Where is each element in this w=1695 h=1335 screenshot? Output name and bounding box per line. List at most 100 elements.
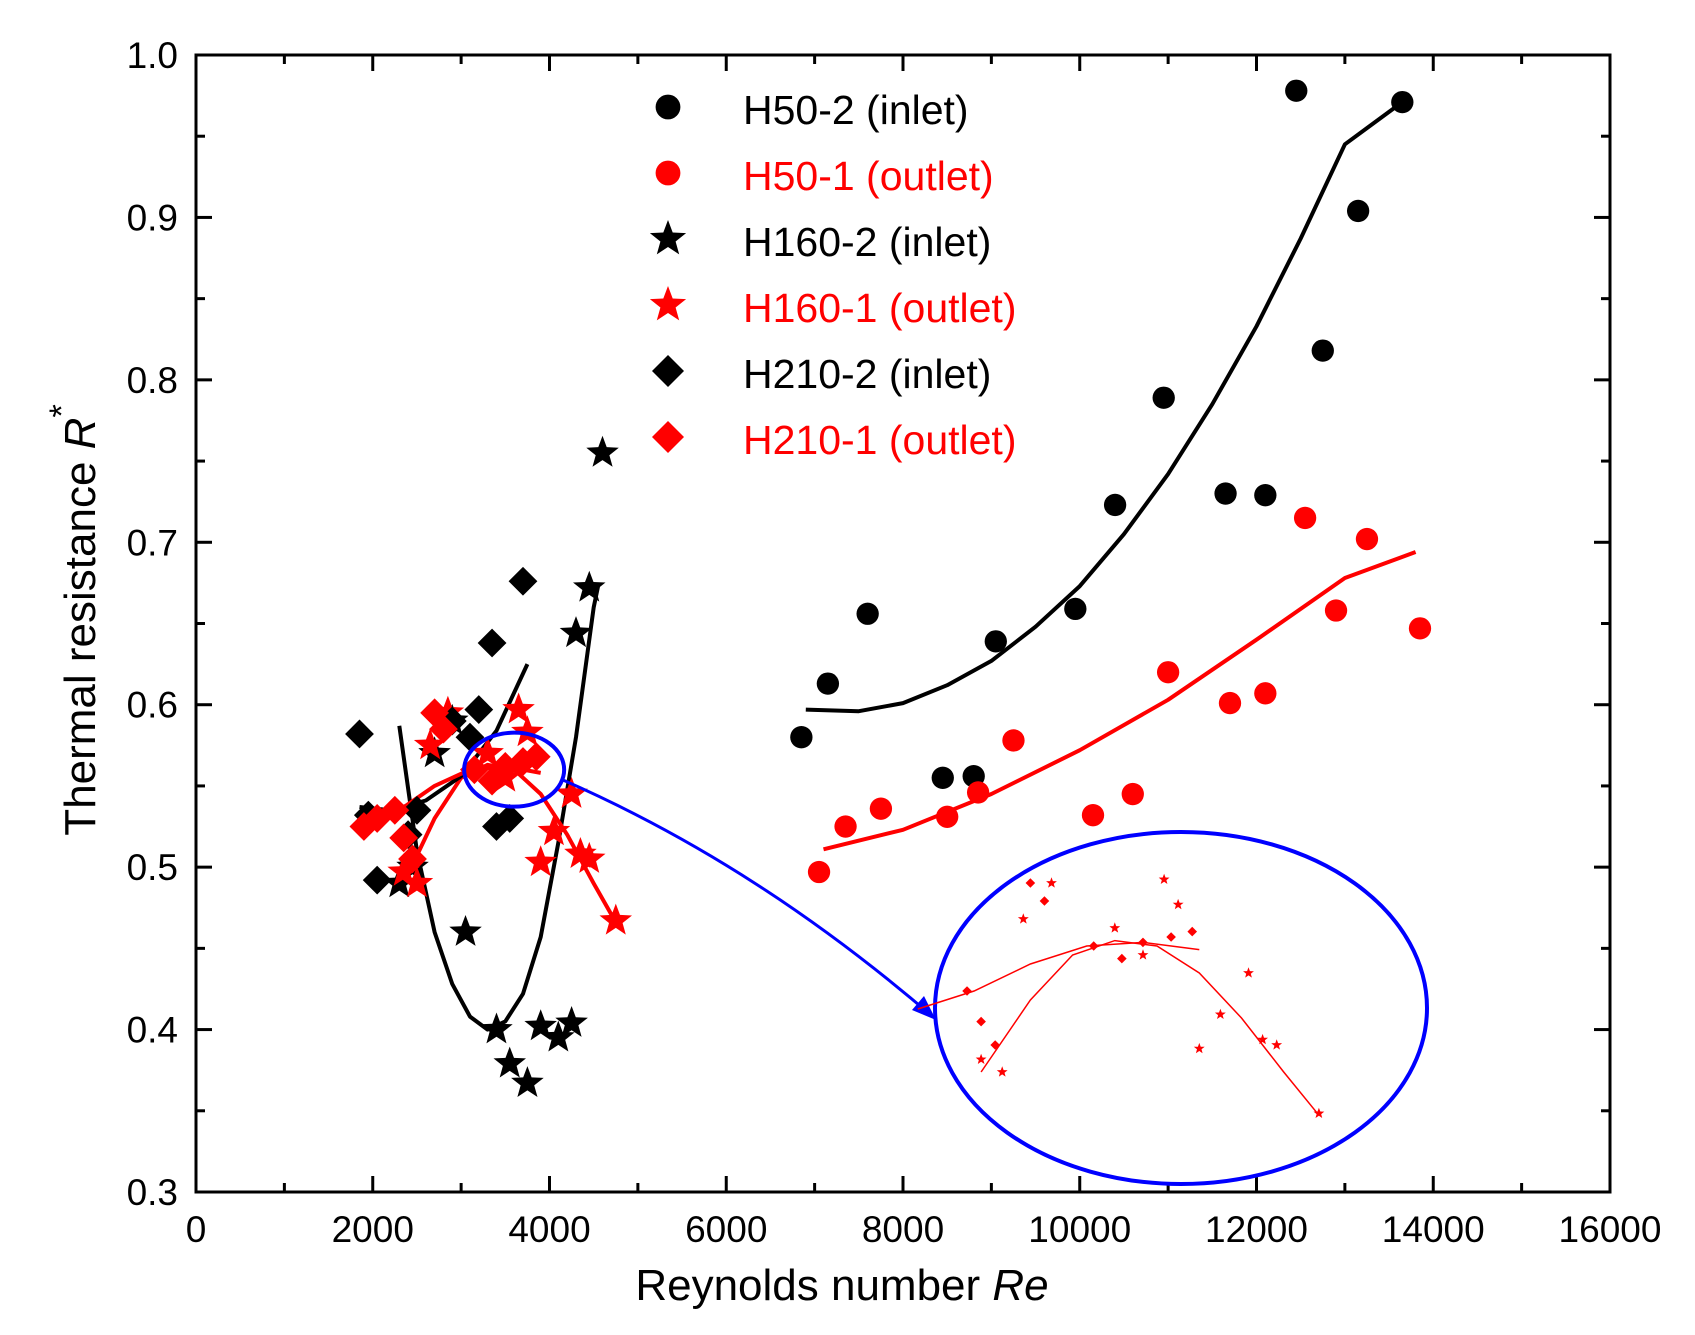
x-axis-title: Reynolds number Re (635, 1261, 1048, 1310)
x-tick-label: 16000 (1559, 1209, 1662, 1250)
tick-labels: 0 2000 4000 6000 8000 10000 12000 14000 16000 0.3… (127, 35, 1662, 1250)
data-point (1156, 661, 1180, 684)
fit-curve (823, 550, 1417, 852)
data-point (1285, 79, 1308, 102)
data-point (816, 672, 840, 695)
data-point (790, 726, 813, 749)
y-tick-label: 0.5 (127, 847, 178, 888)
zoom-data-point (1187, 926, 1198, 937)
fit-curve (805, 100, 1404, 714)
zoom-data-point (1271, 1039, 1283, 1050)
zoom-data-point (962, 986, 972, 996)
zoom-data-point (1025, 878, 1036, 888)
data-point (599, 903, 632, 935)
y-tick-label: 0.3 (127, 1172, 178, 1213)
data-point (856, 602, 879, 625)
y-tick-label: 0.9 (127, 197, 178, 238)
x-tick-label: 12000 (1205, 1209, 1308, 1250)
data-points (345, 79, 1432, 1097)
zoom-data-point (1088, 941, 1099, 951)
data-point (464, 695, 494, 724)
data-point (1218, 691, 1242, 715)
data-point (573, 570, 606, 602)
zoom-data-point (1138, 937, 1148, 948)
zoom-inset-ring (933, 830, 1429, 1186)
data-point (1103, 493, 1127, 517)
data-point (931, 766, 954, 789)
data-point (537, 814, 571, 846)
zoom-arrow (561, 778, 933, 1018)
data-point (389, 823, 419, 853)
data-point (1254, 682, 1277, 705)
data-point (387, 854, 420, 886)
zoom-arrowhead (912, 996, 936, 1020)
data-point (495, 804, 525, 833)
legend-label: H210-2 (inlet) (743, 351, 991, 397)
data-point (402, 795, 432, 825)
data-point (869, 797, 893, 820)
data-point (1311, 339, 1334, 362)
data-point (1152, 386, 1175, 409)
zoom-data-point (976, 1016, 986, 1027)
data-point (400, 866, 434, 898)
x-tick-label: 2000 (332, 1209, 414, 1250)
legend-label: H160-2 (inlet) (743, 219, 991, 265)
zoom-source-ring (462, 730, 567, 809)
data-point (1002, 729, 1025, 752)
data-point (586, 435, 619, 467)
data-point (362, 865, 392, 895)
data-point (511, 1066, 544, 1097)
data-point (524, 1009, 557, 1041)
zoom-data-point (990, 1040, 1000, 1050)
x-tick-label: 0 (186, 1209, 207, 1250)
data-point (413, 728, 447, 760)
zoom-data-point (1046, 877, 1057, 888)
data-point (511, 715, 544, 747)
fit-curve (397, 585, 601, 1032)
legend-marker (649, 286, 687, 321)
zoom-fit-curve (980, 939, 1320, 1116)
data-point (471, 736, 504, 768)
zoom-data-point (1193, 1042, 1205, 1054)
zoom-fit-curve (917, 941, 1200, 1010)
zoom-inset (462, 730, 1429, 1186)
legend-label: H160-1 (outlet) (743, 285, 1016, 331)
data-point (564, 837, 597, 868)
zoom-data-point (1172, 898, 1184, 910)
data-point (807, 860, 831, 884)
legend-marker (655, 160, 681, 186)
x-tick-label: 6000 (685, 1209, 767, 1250)
data-point (984, 630, 1007, 653)
data-point (834, 815, 857, 838)
data-point (398, 844, 427, 874)
legend-marker (652, 355, 684, 387)
y-axis-title: Thermal resistance R* (43, 404, 105, 835)
data-point (502, 692, 535, 724)
zoom-data-point (1243, 967, 1254, 978)
data-point (1408, 617, 1432, 640)
zoom-data-point (1109, 922, 1121, 933)
data-point (1355, 527, 1379, 551)
y-tick-label: 0.4 (127, 1010, 178, 1051)
zoom-data-point (1257, 1033, 1268, 1045)
zoom-data-point (1313, 1107, 1325, 1118)
axis-ticks (194, 53, 1612, 1194)
zoom-data-point (1117, 953, 1127, 964)
data-point (345, 719, 374, 749)
data-point (559, 616, 593, 648)
data-point (477, 628, 507, 658)
zoom-data-point (996, 1066, 1008, 1077)
legend-marker (655, 94, 681, 120)
data-point (459, 755, 489, 785)
data-point (1324, 599, 1348, 622)
data-point (480, 1012, 513, 1044)
data-point (966, 781, 990, 804)
legend-marker (652, 421, 684, 453)
data-point (1081, 804, 1105, 827)
data-point (555, 1006, 588, 1037)
legend-marker (649, 220, 687, 255)
data-point (429, 714, 458, 744)
data-point (1293, 506, 1317, 530)
zoom-data-point (1214, 1008, 1226, 1019)
